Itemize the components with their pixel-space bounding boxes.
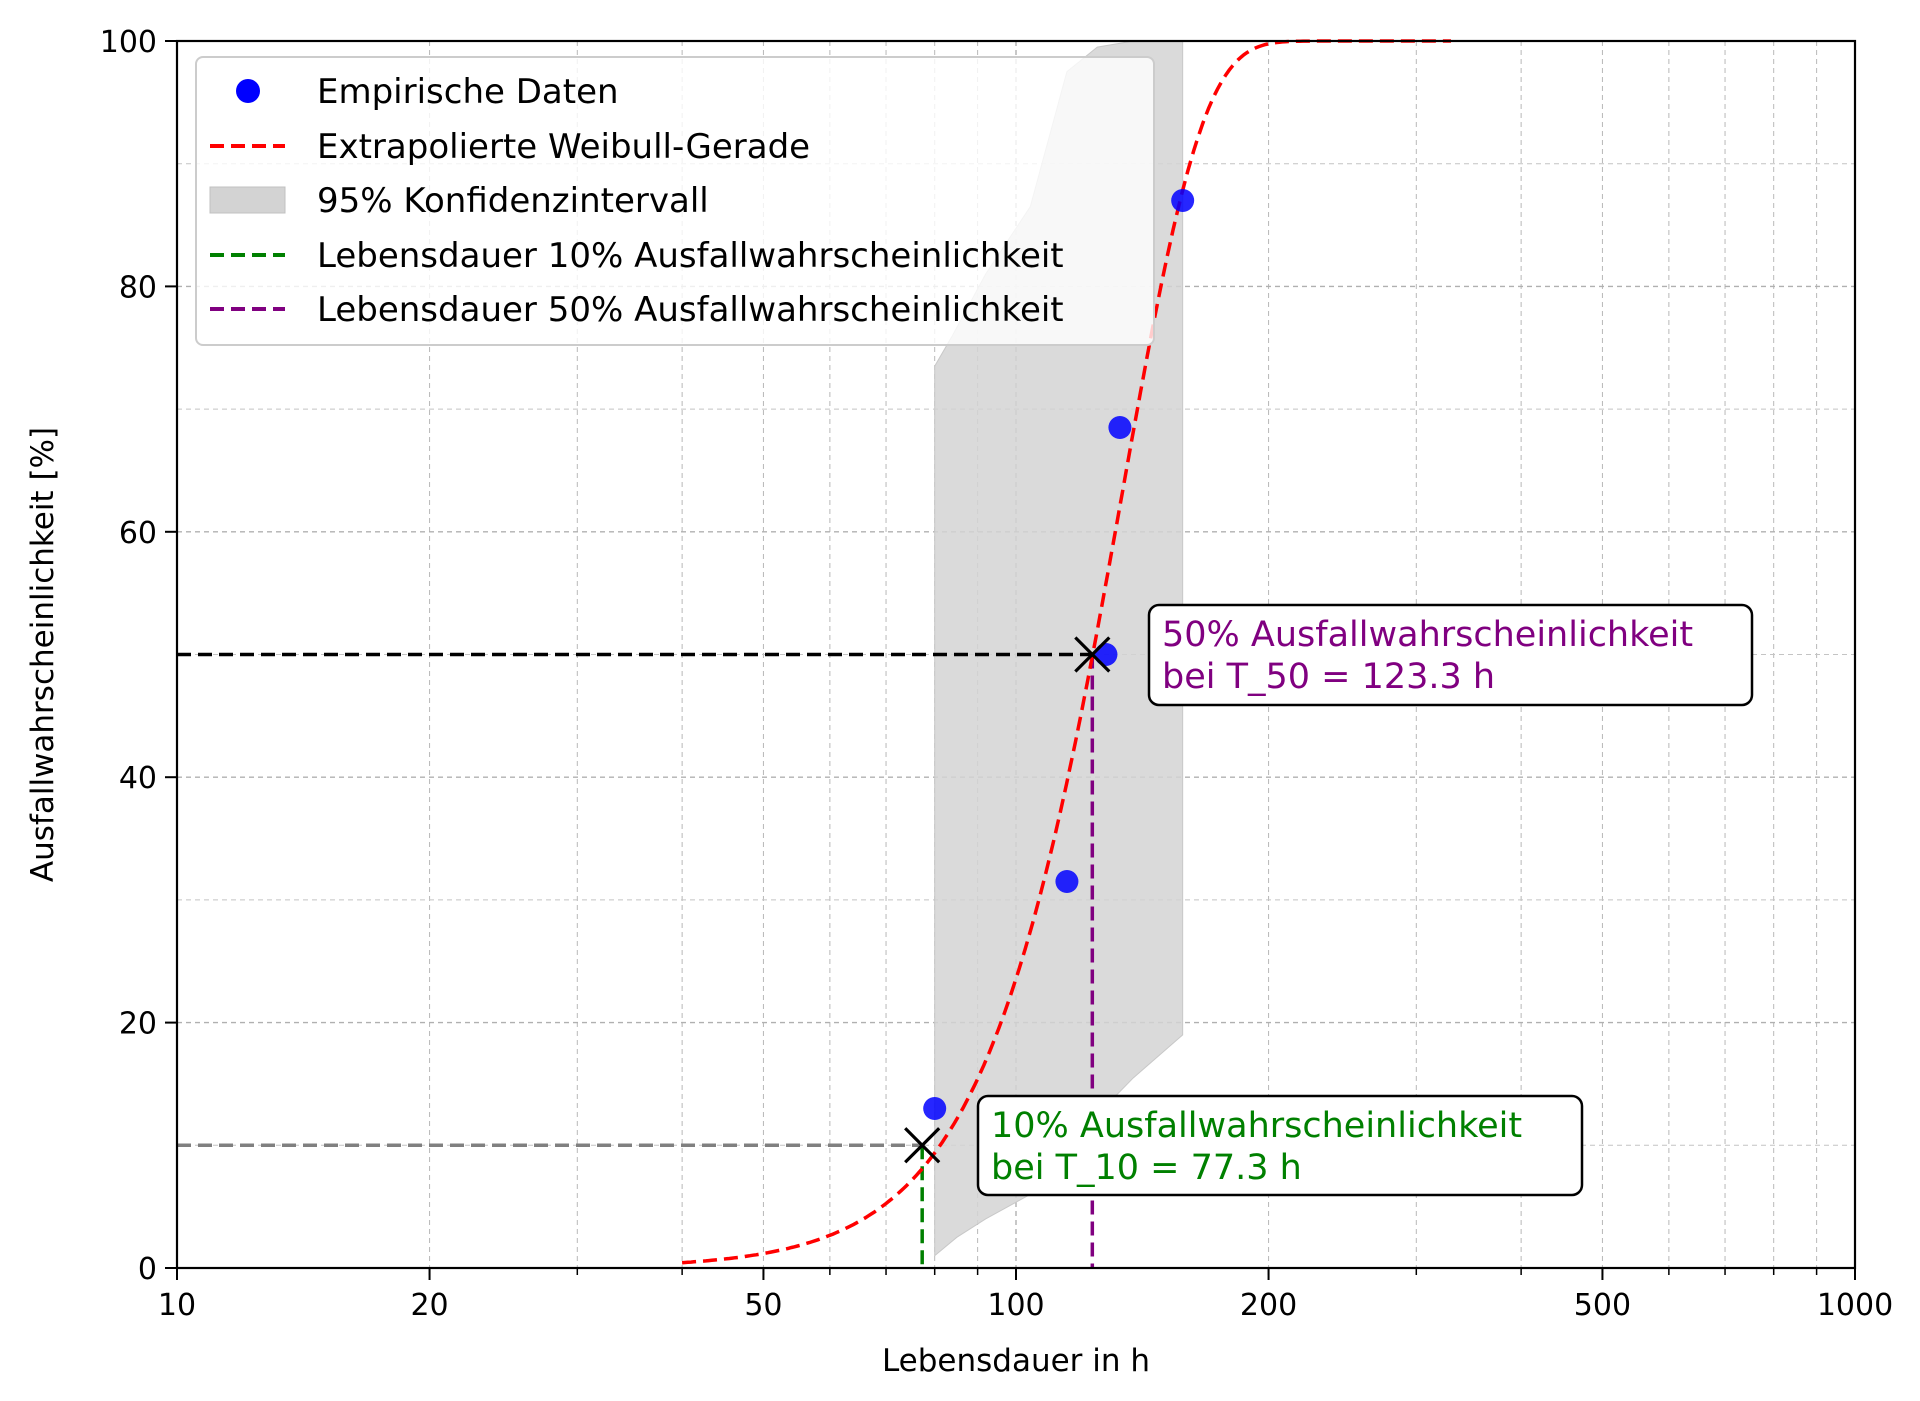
annotation-line-2: bei T_50 = 123.3 h (1162, 657, 1495, 697)
annotation-box (976, 1094, 1584, 1197)
y-tick-label: 40 (119, 761, 157, 796)
empirical-data-point (1171, 189, 1195, 213)
legend-label: Lebensdauer 10% Ausfallwahrscheinlichkei… (317, 236, 1064, 276)
annotation-line-1: 50% Ausfallwahrscheinlichkeit (1162, 615, 1693, 655)
y-tick-label: 20 (119, 1007, 157, 1042)
legend-label: Empirische Daten (317, 72, 619, 112)
annotation-box (1147, 603, 1754, 707)
legend: Empirische Daten Extrapolierte Weibull-Ge… (195, 56, 1155, 346)
y-tick-label: 60 (119, 516, 157, 551)
x-axis-label: Lebensdauer in h (882, 1343, 1150, 1379)
marker-stroke (1074, 636, 1111, 673)
x-tick-label: 10 (158, 1288, 196, 1323)
axis-ticks: 10 20 50 100 200 500 1000 0 20 40 60 80 100 (100, 25, 1893, 1323)
marker-stroke (904, 1127, 941, 1164)
x-tick-label: 200 (1240, 1288, 1297, 1323)
legend-entry-weibull: Extrapolierte Weibull-Gerade (210, 127, 810, 167)
annotation-line-1: 10% Ausfallwahrscheinlichkeit (991, 1106, 1522, 1146)
y-tick-label: 100 (100, 25, 157, 60)
annotation-line-2: bei T_10 = 77.3 h (991, 1148, 1302, 1188)
reference-markers-layer (904, 636, 1111, 1164)
legend-label: Lebensdauer 50% Ausfallwahrscheinlichkei… (317, 290, 1064, 330)
x-tick-label: 20 (410, 1288, 448, 1323)
legend-entry-ci: 95% Konfidenzintervall (209, 181, 709, 221)
legend-label: 95% Konfidenzintervall (317, 181, 709, 221)
marker-t50 (1074, 636, 1111, 673)
legend-entry-t50: Lebensdauer 50% Ausfallwahrscheinlichkei… (210, 290, 1064, 330)
legend-label: Extrapolierte Weibull-Gerade (317, 127, 810, 167)
x-tick-label: 100 (987, 1288, 1044, 1323)
x-tick-label: 1000 (1817, 1288, 1893, 1323)
legend-entry-empirical: Empirische Daten (236, 72, 619, 112)
marker-t10 (904, 1127, 941, 1164)
empirical-data-point (1108, 416, 1132, 440)
empirical-data-point (1055, 869, 1079, 893)
x-tick-label: 50 (744, 1288, 782, 1323)
legend-dot-icon (236, 79, 260, 103)
y-tick-label: 0 (138, 1252, 157, 1287)
legend-patch-icon (209, 186, 286, 214)
legend-box (195, 56, 1155, 346)
x-tick-label: 500 (1574, 1288, 1631, 1323)
y-tick-label: 80 (119, 270, 157, 305)
empirical-data-point (923, 1096, 947, 1120)
legend-entry-t10: Lebensdauer 10% Ausfallwahrscheinlichkei… (210, 236, 1064, 276)
empirical-data-point (1094, 643, 1118, 666)
y-axis-label: Ausfallwahrscheinlichkeit [%] (25, 427, 61, 882)
